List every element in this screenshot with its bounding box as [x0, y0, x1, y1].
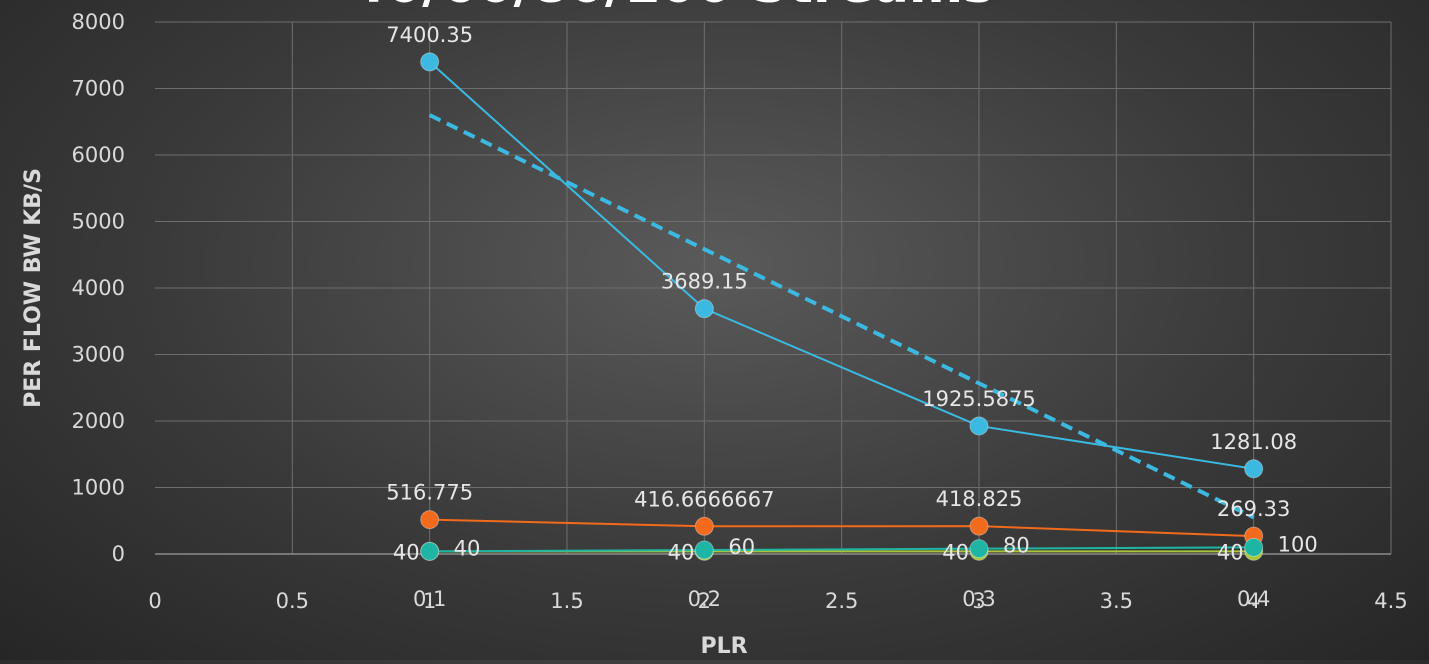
series-1-point	[969, 416, 989, 436]
data-labels: 7400.35 3689.15 1925.5875 1281.08 516.775 416…	[386, 23, 1318, 564]
series-4-point	[1244, 537, 1264, 557]
series-4-line	[429, 546, 1254, 553]
x-axis-title: PLR	[700, 634, 747, 659]
y-tick-label: 8000	[72, 10, 125, 34]
series-3-data-label: 40	[668, 540, 695, 564]
series-2-data-label: 418.825	[936, 487, 1023, 511]
y-tick-label: 3000	[72, 343, 125, 367]
x-category-tick-label: 0.3	[962, 587, 995, 611]
gridlines	[155, 21, 1392, 554]
x-tick-label: 1.5	[550, 589, 583, 613]
x-tick-label: 1	[423, 589, 436, 613]
series-4-point	[420, 541, 440, 561]
x-tick-label: 2	[698, 589, 711, 613]
series-4-data-label: 40	[454, 536, 481, 560]
series-layer	[420, 52, 1264, 561]
x-tick-label: 3	[972, 589, 985, 613]
y-tick-label: 7000	[72, 77, 125, 101]
series-4-point	[694, 540, 714, 560]
axes: 0 1000 2000 3000 4000 5000 6000 7000 8000 0 0.5 1 1.…	[72, 10, 1408, 613]
y-tick-label: 5000	[72, 210, 125, 234]
series-1-line	[428, 61, 1254, 470]
x-tick-label: 4.5	[1374, 589, 1407, 613]
y-tick-label: 2000	[72, 409, 125, 433]
y-tick-label: 4000	[72, 276, 125, 300]
x-tick-label: 2.5	[825, 589, 858, 613]
chart-title: 40/60/80/100 Streams	[350, 0, 994, 15]
series-1-data-label: 3689.15	[661, 270, 748, 294]
trendline-layer	[428, 113, 1255, 520]
y-tick-label: 6000	[72, 143, 125, 167]
series-3-data-label: 40	[942, 540, 969, 564]
series-1-point	[694, 299, 714, 319]
series-4-point	[969, 539, 989, 559]
series-3-data-label: 40	[393, 540, 420, 564]
series-4-data-label: 100	[1278, 532, 1318, 556]
series-1-point	[420, 52, 440, 72]
x-category-tick-label: 0.1	[413, 587, 446, 611]
y-tick-label: 0	[112, 542, 125, 566]
series-2-data-label: 269.33	[1217, 497, 1290, 521]
series-1-data-label: 1925.5875	[922, 387, 1036, 411]
series-2-point	[969, 516, 989, 536]
x-tick-label: 3.5	[1100, 589, 1133, 613]
x-tick-label: 0	[148, 589, 161, 613]
series-2-point	[694, 516, 714, 536]
series-1-point	[1244, 459, 1264, 479]
series-3-data-label: 40	[1217, 540, 1244, 564]
x-category-tick-label: 0.4	[1237, 587, 1270, 611]
trendline	[428, 113, 1255, 520]
y-axis-title: PER FLOW BW KB/S	[21, 168, 46, 408]
series-2-point	[420, 510, 440, 530]
series-1-data-label: 1281.08	[1210, 430, 1297, 454]
x-tick-label: 4	[1247, 589, 1260, 613]
y-tick-label: 1000	[72, 476, 125, 500]
series-4-data-label: 80	[1003, 534, 1030, 558]
series-2-data-label: 516.775	[386, 481, 473, 505]
series-4-data-label: 60	[728, 535, 755, 559]
series-2-line	[429, 518, 1254, 538]
x-tick-label: 0.5	[276, 589, 309, 613]
series-2-data-label: 416.6666667	[634, 487, 774, 511]
series-1-data-label: 7400.35	[386, 23, 473, 47]
x-category-tick-label: 0.2	[688, 587, 721, 611]
